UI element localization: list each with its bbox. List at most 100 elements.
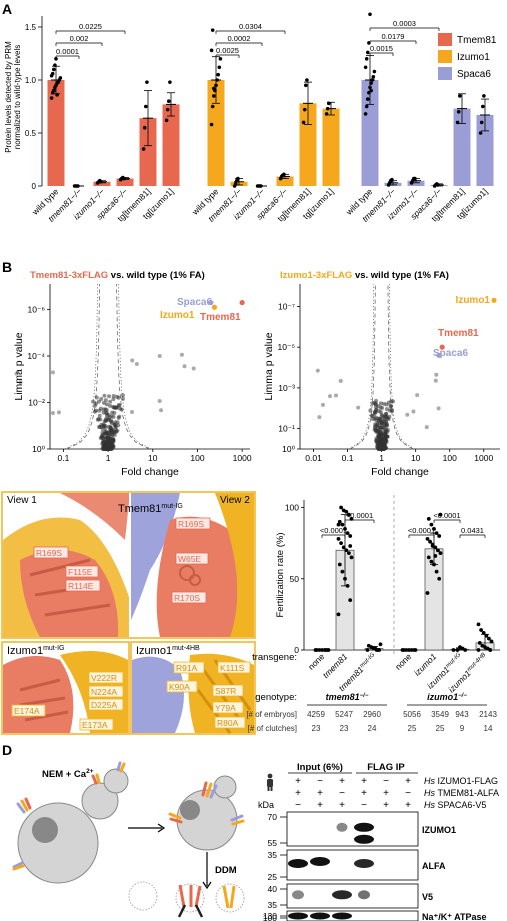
construct-label: Hs SPACA6-V5 xyxy=(424,800,486,810)
construct-label: Hs TMEM81-ALFA xyxy=(424,788,499,798)
transgene-name-main: none xyxy=(393,651,414,672)
clutch-count: 24 xyxy=(368,724,377,733)
data-point xyxy=(210,28,215,32)
data-point xyxy=(451,648,456,652)
background-point xyxy=(159,408,164,413)
background-point xyxy=(191,366,196,371)
data-point xyxy=(212,86,216,91)
data-point xyxy=(52,67,56,72)
volcano-label-tmem81: Tmem81 xyxy=(438,328,479,339)
data-point xyxy=(364,104,369,109)
highlight-point-izumo1 xyxy=(491,297,497,303)
panel-label-a: A xyxy=(2,1,12,17)
construct-name: IZUMO1-FLAG xyxy=(438,776,499,786)
data-point xyxy=(409,648,414,652)
y-tick-label: 10⁻² xyxy=(28,398,45,408)
y-tick-label: 10⁰ xyxy=(32,444,45,454)
mw-marker: 40 xyxy=(268,884,278,894)
genotype-name-main: tmem81 xyxy=(326,692,360,702)
background-point xyxy=(383,438,388,443)
background-point xyxy=(50,410,55,415)
background-point xyxy=(108,426,113,431)
volcano-ylabel: Limma p value xyxy=(263,332,275,400)
background-point xyxy=(381,443,386,448)
residue-label: R169S xyxy=(36,548,62,558)
background-point xyxy=(424,425,429,430)
residue-label: N224A xyxy=(91,687,117,697)
threshold-curve xyxy=(349,284,376,450)
data-point xyxy=(282,172,286,177)
background-point xyxy=(18,380,23,385)
data-point xyxy=(425,591,430,595)
construct-name: TMEM81-ALFA xyxy=(438,788,500,798)
background-point xyxy=(391,399,396,404)
data-point xyxy=(426,517,431,521)
western-blot: Input (6%) FLAG IP+ − + + − + Hs IZUMO1-FLAG+ + −… xyxy=(258,762,499,921)
blot-band xyxy=(358,890,370,900)
residue-label: V222R xyxy=(91,673,117,683)
data-point xyxy=(426,555,431,560)
data-point xyxy=(476,648,481,652)
background-point xyxy=(104,418,109,423)
data-point xyxy=(455,648,460,652)
background-point xyxy=(117,403,122,408)
background-point xyxy=(378,405,383,410)
data-point xyxy=(456,110,461,114)
data-point xyxy=(324,648,328,652)
sign: − xyxy=(317,776,323,787)
data-point xyxy=(363,112,368,116)
background-point xyxy=(101,410,106,415)
data-point xyxy=(302,107,307,112)
pvalue-label: 0.0225 xyxy=(79,22,102,31)
bar xyxy=(407,180,425,186)
data-point xyxy=(347,551,351,555)
sign: + xyxy=(317,788,323,799)
b-left-title-suffix: vs. wild type (1% FA) xyxy=(108,270,205,281)
clutch-count: 25 xyxy=(408,724,417,733)
panel-a-ylabel-line2: normalized to wild-type levels xyxy=(13,45,22,150)
blot-band xyxy=(332,912,352,920)
background-point xyxy=(103,398,108,403)
x-tick-label: 1 xyxy=(106,453,111,463)
background-point xyxy=(388,404,393,409)
sign: − xyxy=(361,800,367,811)
ddm-label: DDM xyxy=(215,865,237,876)
residue-label: E173A xyxy=(82,720,108,730)
data-point xyxy=(373,646,378,651)
highlight-point-izumo1 xyxy=(211,304,218,310)
blot-band xyxy=(288,859,308,868)
highlight-point-tmem81 xyxy=(239,299,245,306)
background-point xyxy=(383,417,388,422)
transgene-name: none xyxy=(393,651,414,672)
panel-a-x-labels: wild typetmem81−/−izumo1−/−spaca6−/−tg[t… xyxy=(29,186,489,224)
nem-ca-label-main: NEM + Ca xyxy=(42,769,87,780)
data-point xyxy=(167,99,171,103)
mw-marker: 130 xyxy=(263,911,277,921)
residue-label: R80A xyxy=(217,718,239,728)
data-point xyxy=(433,554,438,558)
data-point xyxy=(259,184,263,188)
pvalue-label: <0.0001 xyxy=(433,511,460,520)
izumo1-mut-4hb-title: Izumo1mut-4HB xyxy=(136,645,200,657)
pvalue-label: 0.0025 xyxy=(216,46,239,55)
legend-label-tmem81: Tmem81 xyxy=(457,35,497,46)
background-point xyxy=(104,402,109,407)
mw-marker: 35 xyxy=(268,900,278,910)
flag-ip-label: FLAG IP xyxy=(367,762,405,773)
data-point xyxy=(55,93,59,97)
volcano-label-tmem81: Tmem81 xyxy=(200,312,241,323)
data-point xyxy=(320,648,324,652)
background-point xyxy=(356,405,361,410)
panel-a-y-axis: 0 0.5 1.0 1.5 xyxy=(25,16,43,191)
data-point xyxy=(368,85,372,90)
residue-labels-view2: R169S W65E R170S xyxy=(171,517,211,604)
fused-cell xyxy=(168,775,245,851)
sign: − xyxy=(405,788,411,799)
data-point xyxy=(390,177,394,182)
species-label: Hs xyxy=(424,776,438,786)
x-tick-label: 100 xyxy=(443,453,457,463)
threshold-curve xyxy=(64,283,98,450)
background-point xyxy=(112,430,117,435)
sign: + xyxy=(405,800,411,811)
